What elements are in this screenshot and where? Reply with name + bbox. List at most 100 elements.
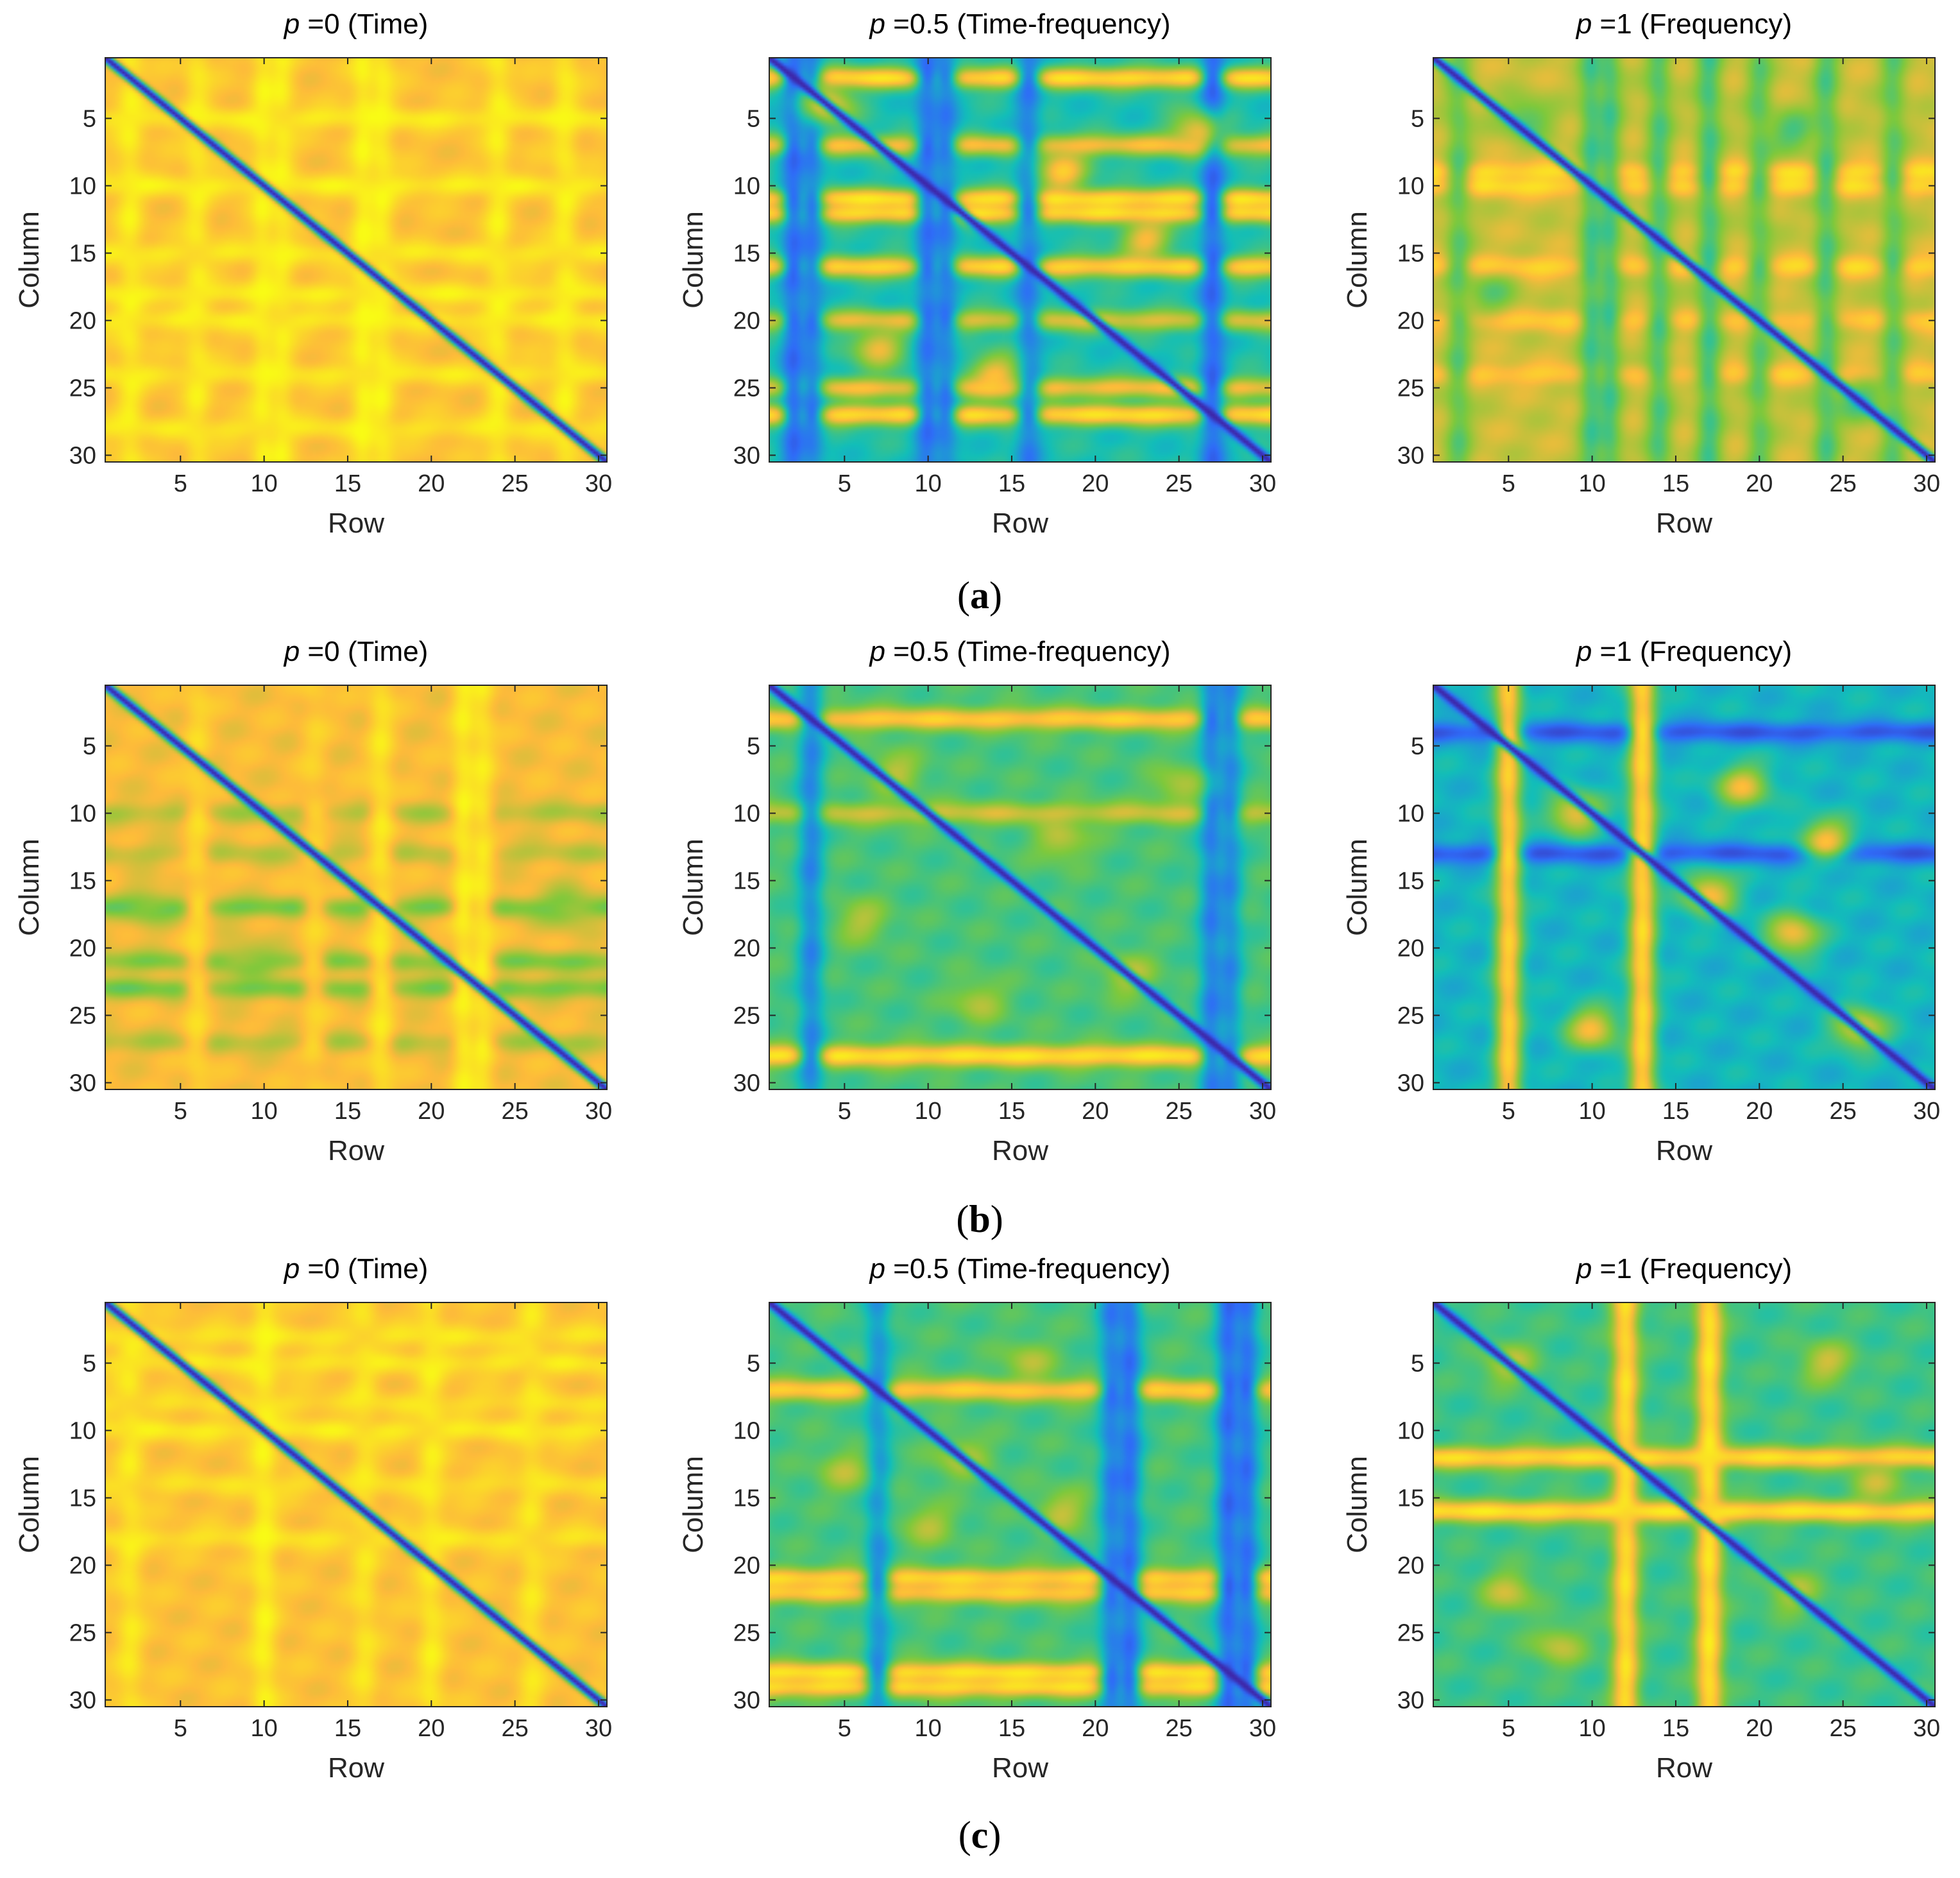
panel-title-variable: p bbox=[283, 636, 300, 667]
y-tick-label: 10 bbox=[733, 173, 760, 200]
x-tick-label: 15 bbox=[998, 1715, 1025, 1742]
caption-close-paren: ) bbox=[988, 1814, 1001, 1856]
x-tick-label: 20 bbox=[1082, 470, 1109, 497]
y-tick-label: 30 bbox=[733, 1070, 760, 1097]
heatmap-panel: p =0 (Time) 5 10 15 20 25 30 5 10 15 20 25 30 Row Colu… bbox=[13, 636, 612, 1166]
y-tick-label: 20 bbox=[1397, 308, 1424, 335]
y-tick-label: 5 bbox=[1411, 106, 1424, 133]
heatmap-image bbox=[105, 1302, 607, 1707]
y-tick-label: 20 bbox=[69, 1553, 96, 1580]
x-tick-label: 25 bbox=[1829, 470, 1856, 497]
x-tick-label: 15 bbox=[998, 470, 1025, 497]
y-tick-label: 10 bbox=[733, 801, 760, 828]
panel-title-text: =0.5 (Time-frequency) bbox=[885, 1253, 1171, 1285]
group-caption: (c) bbox=[959, 1814, 1001, 1856]
y-tick-label: 15 bbox=[1397, 1485, 1424, 1512]
x-tick-label: 15 bbox=[334, 1715, 361, 1742]
group-caption: (a) bbox=[957, 574, 1002, 617]
y-tick-label: 30 bbox=[69, 1687, 96, 1714]
axes-box bbox=[1433, 1302, 1936, 1707]
panel-title-text: =1 (Frequency) bbox=[1592, 636, 1792, 667]
x-tick-label: 10 bbox=[250, 470, 277, 497]
y-tick-label: 5 bbox=[747, 733, 760, 760]
y-tick-label: 10 bbox=[69, 801, 96, 828]
axes-box bbox=[105, 57, 608, 463]
x-tick-label: 30 bbox=[1913, 1715, 1940, 1742]
x-axis-label: Row bbox=[328, 508, 384, 539]
x-tick-label: 25 bbox=[1829, 1715, 1856, 1742]
y-tick-label: 30 bbox=[1397, 443, 1424, 470]
x-tick-label: 25 bbox=[501, 470, 528, 497]
y-tick-label: 10 bbox=[69, 173, 96, 200]
caption-open-paren: ( bbox=[959, 1814, 971, 1856]
y-tick-label: 20 bbox=[1397, 935, 1424, 962]
y-tick-label: 25 bbox=[69, 375, 96, 402]
y-axis-label: Column bbox=[1342, 1456, 1373, 1553]
heatmap-panel: p =1 (Frequency) 5 10 15 20 25 30 5 10 15 20 25 30 Ro… bbox=[1342, 8, 1940, 539]
axes-box bbox=[105, 1302, 608, 1707]
y-tick-label: 20 bbox=[733, 1553, 760, 1580]
y-tick-label: 20 bbox=[733, 935, 760, 962]
x-tick-label: 30 bbox=[585, 470, 612, 497]
x-axis-label: Row bbox=[1656, 1135, 1712, 1166]
y-tick-label: 15 bbox=[69, 868, 96, 895]
heatmap-panel: p =0 (Time) 5 10 15 20 25 30 5 10 15 20 25 30 Row Colu… bbox=[13, 1253, 612, 1784]
caption-letter: c bbox=[971, 1814, 989, 1856]
x-tick-label: 10 bbox=[250, 1715, 277, 1742]
y-tick-label: 20 bbox=[733, 308, 760, 335]
panel-title-variable: p bbox=[283, 8, 300, 40]
panel-title-text: =1 (Frequency) bbox=[1592, 1253, 1792, 1285]
y-tick-label: 5 bbox=[83, 733, 96, 760]
x-tick-label: 25 bbox=[501, 1098, 528, 1125]
panel-title: p =1 (Frequency) bbox=[1575, 1253, 1792, 1285]
x-tick-label: 5 bbox=[838, 1715, 851, 1742]
y-tick-label: 10 bbox=[69, 1418, 96, 1445]
axes-box bbox=[769, 1302, 1272, 1707]
y-tick-label: 15 bbox=[733, 241, 760, 268]
x-tick-label: 10 bbox=[914, 470, 941, 497]
panel-title-text: =0 (Time) bbox=[300, 636, 428, 667]
panel-title-variable: p bbox=[868, 1253, 885, 1285]
panel-title: p =0.5 (Time-frequency) bbox=[868, 8, 1170, 40]
x-tick-label: 20 bbox=[418, 470, 445, 497]
heatmap-panel: p =0.5 (Time-frequency) 5 10 15 20 25 30 5 10 15 2… bbox=[677, 1253, 1276, 1784]
x-tick-label: 10 bbox=[1578, 1098, 1605, 1125]
x-axis-label: Row bbox=[992, 508, 1048, 539]
x-tick-label: 5 bbox=[1502, 1715, 1515, 1742]
y-tick-label: 25 bbox=[733, 1003, 760, 1030]
x-tick-label: 15 bbox=[334, 1098, 361, 1125]
panel-title-variable: p bbox=[1575, 8, 1592, 40]
heatmap-image bbox=[1433, 1302, 1935, 1707]
y-tick-label: 30 bbox=[733, 1687, 760, 1714]
x-tick-label: 25 bbox=[1829, 1098, 1856, 1125]
y-tick-label: 25 bbox=[1397, 1003, 1424, 1030]
y-tick-label: 25 bbox=[1397, 375, 1424, 402]
y-tick-label: 30 bbox=[1397, 1687, 1424, 1714]
x-tick-label: 20 bbox=[1082, 1098, 1109, 1125]
panel-title: p =0 (Time) bbox=[283, 8, 429, 40]
x-axis-label: Row bbox=[1656, 508, 1712, 539]
heatmap-panel: p =0 (Time) 5 10 15 20 25 30 5 10 15 20 25 30 Row Colu… bbox=[13, 8, 612, 539]
x-tick-label: 5 bbox=[1502, 470, 1515, 497]
y-tick-label: 5 bbox=[1411, 733, 1424, 760]
x-tick-label: 5 bbox=[1502, 1098, 1515, 1125]
y-tick-label: 10 bbox=[733, 1418, 760, 1445]
heatmap-image bbox=[105, 58, 607, 462]
x-tick-label: 25 bbox=[501, 1715, 528, 1742]
y-tick-label: 15 bbox=[1397, 868, 1424, 895]
x-tick-label: 5 bbox=[174, 470, 187, 497]
panel-title-text: =0 (Time) bbox=[300, 8, 428, 40]
caption-close-paren: ) bbox=[991, 1198, 1003, 1240]
x-tick-label: 10 bbox=[250, 1098, 277, 1125]
x-tick-label: 5 bbox=[838, 1098, 851, 1125]
panel-title-variable: p bbox=[1575, 636, 1592, 667]
x-axis-label: Row bbox=[328, 1752, 384, 1784]
x-tick-label: 30 bbox=[1913, 1098, 1940, 1125]
y-tick-label: 5 bbox=[747, 106, 760, 133]
y-axis-label: Column bbox=[13, 1456, 45, 1553]
caption-open-paren: ( bbox=[957, 574, 970, 617]
x-tick-label: 30 bbox=[1249, 470, 1276, 497]
heatmap-panel: p =1 (Frequency) 5 10 15 20 25 30 5 10 15 20 25 30 Ro… bbox=[1342, 636, 1940, 1166]
y-tick-label: 15 bbox=[733, 1485, 760, 1512]
